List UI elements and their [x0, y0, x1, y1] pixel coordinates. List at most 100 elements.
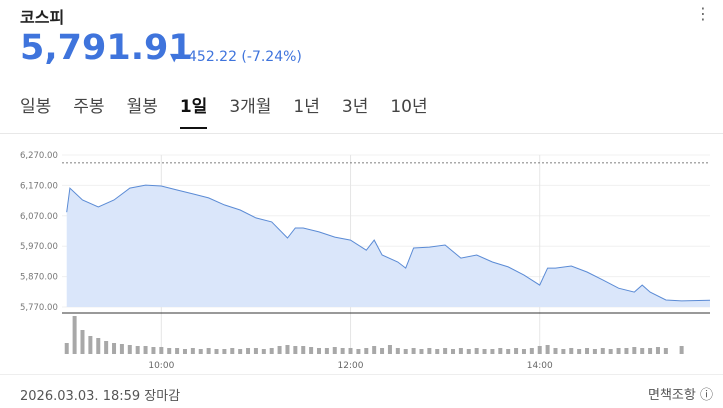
- volume-bar: [238, 349, 243, 354]
- volume-bar: [624, 348, 629, 354]
- current-price: 5,791.91: [20, 28, 193, 68]
- volume-bar: [616, 348, 621, 354]
- volume-bar: [72, 316, 77, 354]
- period-tab[interactable]: 주봉: [73, 97, 105, 117]
- volume-bar: [545, 345, 550, 354]
- volume-bar: [632, 347, 637, 354]
- y-tick-label: 6,270.00: [20, 151, 58, 161]
- volume-bar: [592, 349, 597, 354]
- volume-bar: [127, 345, 132, 354]
- volume-bar: [64, 343, 69, 354]
- volume-bar: [498, 348, 503, 354]
- volume-bar: [348, 348, 353, 354]
- volume-bar: [585, 348, 590, 354]
- volume-bar: [316, 348, 321, 354]
- y-tick-label: 6,070.00: [20, 212, 58, 222]
- volume-bar: [553, 348, 558, 354]
- volume-bar: [246, 348, 251, 354]
- volume-bar: [198, 349, 203, 354]
- volume-bar: [88, 336, 93, 354]
- volume-bar: [577, 349, 582, 354]
- volume-bar: [324, 348, 329, 354]
- volume-bar: [474, 348, 479, 354]
- volume-bar: [427, 348, 432, 354]
- volume-bar: [261, 349, 266, 354]
- volume-bar: [514, 348, 519, 354]
- volume-bar: [309, 347, 314, 354]
- price-change: 452.22 (-7.24%): [188, 49, 302, 65]
- volume-bar: [679, 346, 684, 354]
- volume-bar: [600, 348, 605, 354]
- volume-bar: [119, 344, 124, 354]
- volume-bar: [269, 348, 274, 354]
- volume-bar: [372, 346, 377, 354]
- volume-bar: [458, 348, 463, 354]
- volume-bar: [387, 345, 392, 354]
- divider: [0, 133, 723, 134]
- volume-bar: [222, 349, 227, 354]
- volume-bar: [569, 348, 574, 354]
- volume-bar: [537, 346, 542, 354]
- period-tabs: 일봉 주봉 월봉 1일 3개월 1년 3년 10년: [20, 92, 428, 129]
- volume-bar: [332, 347, 337, 354]
- volume-bar: [490, 349, 495, 354]
- index-name: 코스피: [20, 8, 65, 27]
- volume-bar: [175, 348, 180, 354]
- volume-bar: [293, 346, 298, 354]
- x-tick-label: 12:00: [338, 361, 364, 371]
- down-arrow: ▼: [170, 51, 179, 64]
- volume-bar: [340, 348, 345, 354]
- volume-bar: [112, 343, 117, 354]
- period-tab[interactable]: 3년: [341, 97, 369, 117]
- volume-bar: [190, 348, 195, 354]
- volume-bar: [648, 348, 653, 354]
- disclaimer[interactable]: 면책조항 ⓘ: [648, 384, 713, 403]
- period-tab[interactable]: 월봉: [126, 97, 158, 117]
- period-tab[interactable]: 10년: [390, 97, 428, 117]
- timestamp: 2026.03.03. 18:59 장마감: [20, 389, 181, 404]
- volume-bar: [380, 348, 385, 354]
- y-tick-label: 5,970.00: [20, 242, 58, 252]
- period-tab[interactable]: 1일: [179, 92, 208, 129]
- info-icon[interactable]: ⓘ: [699, 388, 713, 403]
- volume-bar: [285, 345, 290, 354]
- x-tick-label: 10:00: [148, 361, 174, 371]
- volume-bar: [277, 346, 282, 354]
- price-line: [66, 184, 711, 302]
- volume-bar: [364, 348, 369, 354]
- y-tick-label: 6,170.00: [20, 181, 58, 191]
- volume-bar: [104, 341, 109, 354]
- y-tick-label: 5,870.00: [20, 273, 58, 283]
- volume-bar: [80, 330, 85, 354]
- volume-bar: [403, 349, 408, 354]
- volume-bar: [356, 349, 361, 354]
- volume-bar: [655, 347, 660, 354]
- x-tick-label: 14:00: [527, 361, 553, 371]
- menu-button[interactable]: ⋮: [695, 4, 711, 23]
- volume-bar: [663, 348, 668, 354]
- volume-bar: [301, 346, 306, 354]
- volume-bar: [419, 349, 424, 354]
- volume-bar: [96, 338, 101, 354]
- volume-bar: [159, 347, 164, 354]
- volume-bar: [529, 348, 534, 354]
- volume-bar: [182, 349, 187, 354]
- price-area: [66, 185, 710, 307]
- volume-bar: [206, 348, 211, 354]
- volume-bar: [451, 349, 456, 354]
- volume-bar: [214, 349, 219, 354]
- period-tab[interactable]: 일봉: [20, 97, 52, 117]
- volume-bar: [561, 349, 566, 354]
- disclaimer-text[interactable]: 면책조항: [648, 388, 696, 403]
- divider: [0, 374, 723, 375]
- period-tab[interactable]: 3개월: [229, 97, 272, 117]
- volume-bar: [230, 348, 235, 354]
- volume-bar: [411, 348, 416, 354]
- volume-bar: [482, 349, 487, 354]
- period-tab[interactable]: 1년: [293, 97, 320, 117]
- volume-bar: [151, 347, 156, 354]
- volume-bar: [143, 346, 148, 354]
- volume-bar: [466, 349, 471, 354]
